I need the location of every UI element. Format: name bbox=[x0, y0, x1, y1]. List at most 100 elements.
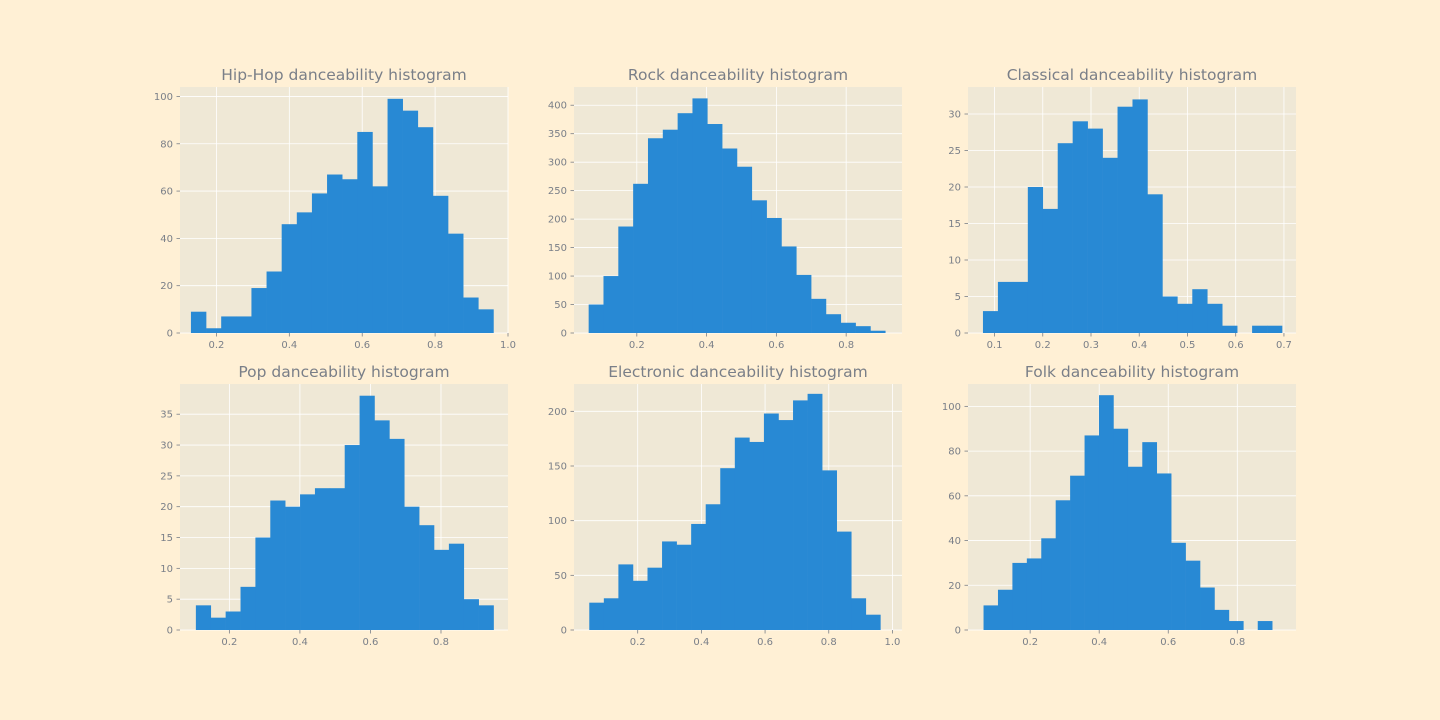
chart-title: Rock danceability histogram bbox=[628, 66, 848, 84]
histogram-bar bbox=[221, 316, 237, 333]
histogram-bar bbox=[251, 288, 267, 333]
x-tick-label: 0.4 bbox=[292, 637, 308, 648]
histogram-bar bbox=[722, 148, 738, 333]
histogram-bar bbox=[997, 281, 1014, 333]
chart-title: Electronic danceability histogram bbox=[608, 363, 868, 381]
histogram-bar bbox=[478, 309, 494, 333]
histogram-bar bbox=[387, 98, 403, 333]
y-tick-label: 15 bbox=[948, 219, 961, 230]
y-tick-label: 150 bbox=[548, 243, 567, 254]
y-tick-label: 20 bbox=[160, 502, 173, 513]
histogram-bar bbox=[781, 246, 797, 333]
x-tick-label: 0.1 bbox=[987, 340, 1003, 351]
histogram-bar bbox=[1127, 466, 1143, 630]
histogram-bar bbox=[618, 226, 634, 333]
y-tick-label: 35 bbox=[160, 410, 173, 421]
histogram-bar bbox=[1012, 281, 1029, 333]
histogram-bar bbox=[1177, 303, 1193, 333]
histogram-bar bbox=[982, 311, 999, 333]
chart-title: Folk danceability histogram bbox=[1025, 363, 1239, 381]
y-tick-label: 60 bbox=[160, 187, 173, 198]
histogram-bar bbox=[676, 544, 692, 630]
y-tick-label: 5 bbox=[167, 595, 173, 606]
y-tick-label: 150 bbox=[548, 462, 567, 473]
histogram-bar bbox=[190, 311, 207, 333]
x-tick-label: 0.8 bbox=[1229, 637, 1245, 648]
histogram-bar bbox=[1147, 194, 1163, 333]
histogram-bar bbox=[707, 124, 723, 333]
histogram-bar bbox=[266, 271, 282, 333]
histogram-bar bbox=[855, 326, 871, 333]
y-tick-label: 5 bbox=[955, 292, 961, 303]
histogram-bar bbox=[1057, 143, 1073, 333]
histogram-bar bbox=[647, 567, 663, 630]
x-tick-label: 0.6 bbox=[362, 637, 378, 648]
x-tick-label: 0.6 bbox=[1228, 340, 1244, 351]
histogram-bar bbox=[983, 605, 999, 630]
histogram-bar bbox=[691, 523, 707, 630]
y-tick-label: 0 bbox=[955, 329, 961, 340]
x-tick-label: 0.4 bbox=[281, 340, 297, 351]
histogram-bar bbox=[236, 316, 252, 333]
y-tick-label: 40 bbox=[948, 536, 961, 547]
x-tick-label: 0.2 bbox=[630, 637, 646, 648]
histogram-bar bbox=[1156, 473, 1172, 630]
histogram-bar bbox=[793, 400, 808, 630]
histogram-bar bbox=[751, 200, 767, 333]
histogram-bar bbox=[632, 580, 648, 630]
histogram-bar bbox=[796, 274, 812, 333]
histogram-bar bbox=[1267, 325, 1283, 333]
histogram-bar bbox=[1102, 157, 1118, 333]
histogram-bar bbox=[997, 589, 1013, 630]
histogram-bar bbox=[372, 186, 388, 333]
histogram-bar bbox=[1117, 106, 1133, 333]
histogram-bar bbox=[1132, 99, 1148, 334]
histogram-bar bbox=[618, 564, 634, 630]
histogram-bar bbox=[374, 420, 390, 630]
histogram-panel: 0.1 0.2 0.3 0.4 0.5 0.6 0.7 0 5 10 15 20 25 30 Classic… bbox=[948, 66, 1296, 351]
y-tick-label: 50 bbox=[554, 300, 567, 311]
histogram-bar bbox=[807, 393, 823, 630]
histogram-bar bbox=[825, 314, 842, 333]
histogram-bar bbox=[1070, 475, 1085, 630]
y-tick-label: 350 bbox=[548, 129, 567, 140]
histogram-bar bbox=[1252, 325, 1268, 333]
histogram-bar bbox=[357, 131, 373, 333]
histogram-bar bbox=[1257, 621, 1273, 630]
x-tick-label: 0.8 bbox=[433, 637, 449, 648]
x-tick-label: 0.2 bbox=[1022, 637, 1038, 648]
x-tick-label: 0.6 bbox=[768, 340, 784, 351]
histogram-bar bbox=[210, 617, 226, 630]
histogram-bar bbox=[1042, 208, 1059, 333]
x-tick-label: 1.0 bbox=[884, 637, 900, 648]
y-tick-label: 100 bbox=[942, 402, 961, 413]
histogram-bar bbox=[1027, 187, 1044, 333]
x-tick-label: 0.6 bbox=[354, 340, 370, 351]
histogram-bar bbox=[1084, 435, 1100, 630]
y-tick-label: 10 bbox=[160, 564, 173, 575]
histogram-bar bbox=[603, 276, 619, 333]
y-tick-label: 40 bbox=[160, 234, 173, 245]
y-tick-label: 0 bbox=[561, 329, 567, 340]
y-tick-label: 200 bbox=[548, 407, 567, 418]
histogram-bar bbox=[419, 525, 435, 630]
histogram-panel: 0.2 0.4 0.6 0.8 0 5 10 15 20 25 30 35 Pop danceabili… bbox=[160, 363, 508, 648]
histogram-bar bbox=[1162, 296, 1178, 333]
histogram-bar bbox=[463, 297, 479, 333]
x-tick-label: 0.2 bbox=[221, 637, 237, 648]
x-tick-label: 0.4 bbox=[1131, 340, 1147, 351]
y-tick-label: 25 bbox=[948, 146, 961, 157]
histogram-bar bbox=[327, 174, 343, 333]
histogram-bar bbox=[851, 598, 867, 630]
y-tick-label: 100 bbox=[548, 516, 567, 527]
histogram-bar bbox=[1087, 128, 1103, 333]
y-tick-label: 20 bbox=[948, 183, 961, 194]
histogram-bar bbox=[736, 166, 753, 333]
x-tick-label: 0.4 bbox=[1091, 637, 1107, 648]
x-tick-label: 0.4 bbox=[699, 340, 715, 351]
histogram-bar bbox=[1228, 621, 1244, 630]
histogram-bar bbox=[705, 504, 721, 630]
histogram-bar bbox=[240, 586, 256, 630]
histogram-bar bbox=[281, 224, 298, 333]
y-tick-label: 80 bbox=[160, 139, 173, 150]
